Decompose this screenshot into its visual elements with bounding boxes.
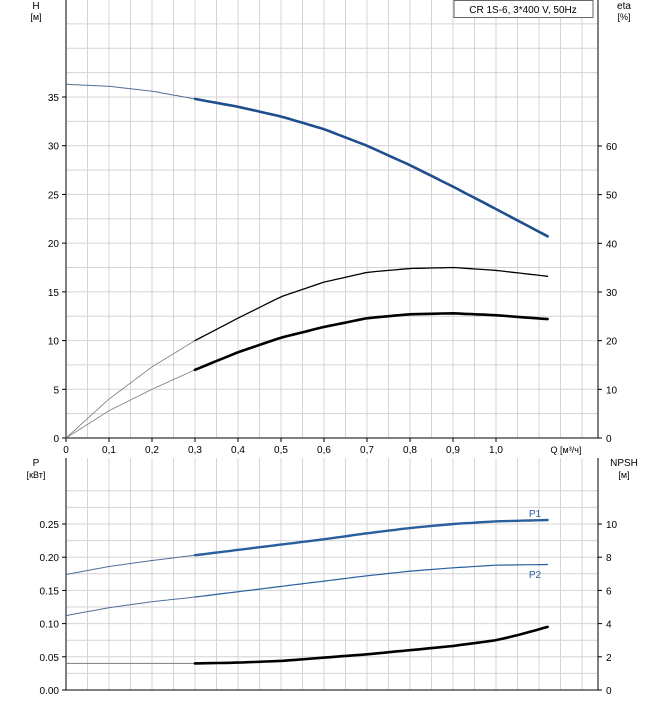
performance-panel: 0 5 10 15 20 25 30 35 0 10 20 30 40 50 60 H[м] eta[%] 0 0,… bbox=[30, 0, 631, 456]
y-tick-label: 35 bbox=[48, 93, 60, 104]
npsh-curve bbox=[193, 625, 549, 665]
head-curve-extension bbox=[65, 83, 196, 100]
y-tick-label: 5 bbox=[53, 385, 59, 396]
title-frame bbox=[453, 0, 594, 18]
p2-curve-extension bbox=[65, 596, 196, 617]
y-axis-title: H bbox=[32, 1, 39, 12]
y2-tick-label: 40 bbox=[606, 239, 618, 250]
y2-tick-label: 4 bbox=[606, 620, 612, 631]
y2-tick-label: 8 bbox=[606, 553, 612, 564]
p1-label: P1 bbox=[529, 509, 542, 520]
y2-axis-unit: [%] bbox=[617, 12, 630, 22]
p2-label: P2 bbox=[529, 570, 542, 581]
x-tick-label: 1,0 bbox=[489, 445, 503, 456]
y-tick-label: 0.10 bbox=[40, 620, 60, 631]
curve-3 bbox=[193, 311, 549, 372]
x-tick-label: 0,2 bbox=[145, 445, 159, 456]
y2-axis-unit: [м] bbox=[618, 470, 629, 480]
y-tick-label: 0.25 bbox=[40, 520, 60, 531]
y-axis-unit: [м] bbox=[30, 12, 41, 22]
y-tick-label: 0.00 bbox=[40, 686, 60, 697]
p2-curve bbox=[194, 563, 549, 598]
y2-tick-label: 50 bbox=[606, 191, 618, 202]
y2-tick-label: 0 bbox=[606, 686, 612, 697]
curve-2 bbox=[194, 266, 549, 342]
x-tick-label: 0,3 bbox=[188, 445, 202, 456]
y2-tick-label: 2 bbox=[606, 653, 612, 664]
y2-tick-label: 6 bbox=[606, 586, 612, 597]
chart-title-box: CR 1S-6, 3*400 V, 50Hz bbox=[453, 0, 594, 18]
x-tick-label: 0,4 bbox=[231, 445, 245, 456]
x-tick-label: 0,9 bbox=[446, 445, 460, 456]
p1-curve-extension bbox=[65, 554, 196, 575]
head-curve bbox=[193, 97, 549, 238]
y-tick-label: 15 bbox=[48, 288, 60, 299]
y-tick-label: 0.15 bbox=[40, 586, 60, 597]
y2-tick-label: 60 bbox=[606, 142, 618, 153]
y-tick-label: 30 bbox=[48, 142, 60, 153]
x-tick-label: 0,7 bbox=[360, 445, 374, 456]
y-tick-label: 0.20 bbox=[40, 553, 60, 564]
y2-axis-title: NPSH bbox=[610, 458, 638, 469]
y2-tick-label: 20 bbox=[606, 337, 618, 348]
x-axis-title: Q [м³/ч] bbox=[551, 445, 582, 455]
y2-tick-label: 0 bbox=[606, 434, 612, 445]
power-npsh-panel: 0.00 0.05 0.10 0.15 0.20 0.25 0 2 4 6 8 10 P[кВт] NPS… bbox=[27, 458, 638, 697]
y-tick-label: 0.05 bbox=[40, 653, 60, 664]
chart-title: CR 1S-6, 3*400 V, 50Hz bbox=[469, 5, 576, 16]
y-axis-title: P bbox=[33, 458, 40, 469]
x-tick-label: 0,6 bbox=[317, 445, 331, 456]
y-tick-label: 25 bbox=[48, 190, 60, 201]
x-tick-label: 0 bbox=[63, 445, 69, 456]
y-axis-unit: [кВт] bbox=[27, 470, 46, 480]
y-tick-label: 10 bbox=[48, 337, 60, 348]
y2-tick-label: 30 bbox=[606, 288, 618, 299]
curve-3-extension bbox=[65, 369, 196, 439]
y-tick-label: 20 bbox=[48, 239, 60, 250]
x-tick-label: 0,5 bbox=[274, 445, 288, 456]
y2-axis-title: eta bbox=[617, 1, 631, 12]
y2-tick-label: 10 bbox=[606, 385, 618, 396]
p1-curve bbox=[193, 518, 549, 557]
y-tick-label: 0 bbox=[53, 434, 59, 445]
x-tick-label: 0,8 bbox=[403, 445, 417, 456]
x-tick-label: 0,1 bbox=[102, 445, 116, 456]
curve-2-extension bbox=[65, 340, 196, 439]
y2-tick-label: 10 bbox=[606, 520, 618, 531]
